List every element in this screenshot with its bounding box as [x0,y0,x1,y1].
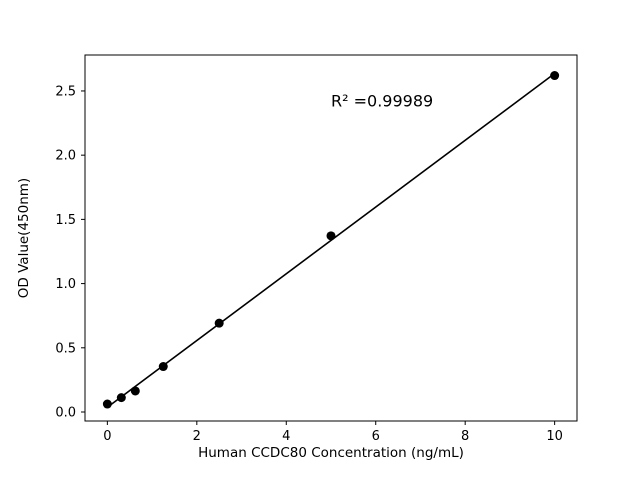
x-tick-label: 4 [282,429,290,444]
data-point [214,318,224,328]
data-point [102,399,112,409]
data-point [158,362,168,372]
fit-line [106,72,556,408]
y-tick-label: 1.5 [55,213,76,228]
x-tick-label: 6 [372,429,380,444]
data-point [130,386,140,396]
y-tick-label: 2.0 [55,149,76,164]
data-point [116,393,126,403]
x-tick-label: 8 [461,429,469,444]
y-tick-label: 0.0 [55,406,76,421]
x-tick-label: 2 [193,429,201,444]
y-tick-label: 0.5 [55,341,76,356]
data-point [550,71,560,81]
x-tick-label: 10 [546,429,563,444]
x-axis-label: Human CCDC80 Concentration (ng/mL) [198,445,464,461]
data-point [326,231,336,241]
r-squared-annotation: R² =0.99989 [331,91,433,110]
y-axis-label: OD Value(450nm) [16,178,32,298]
x-tick-label: 0 [103,429,111,444]
y-tick-label: 1.0 [55,277,76,292]
y-tick-label: 2.5 [55,84,76,99]
